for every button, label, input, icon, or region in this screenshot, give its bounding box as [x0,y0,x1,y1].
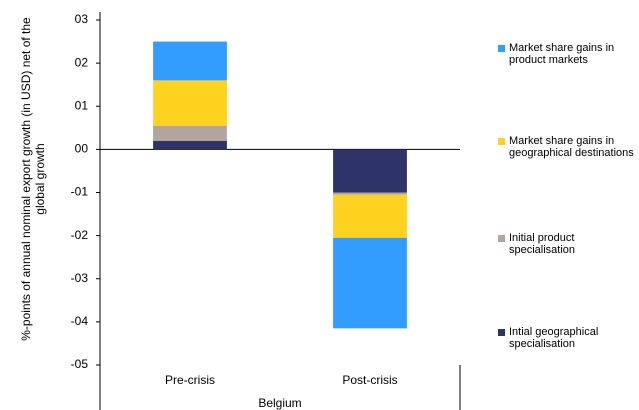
y-tick-label: -03 [71,271,89,285]
x-tick-label: Pre-crisis [165,373,215,387]
y-tick-label: 00 [75,142,89,156]
y-tick-label: -01 [71,185,89,199]
legend-item: Market share gains in geographical desti… [498,135,638,159]
bar-segment [153,41,227,81]
y-tick-label: 03 [75,12,89,26]
bar-segment [333,237,407,329]
y-tick-label: 02 [75,55,89,69]
legend-swatch [498,45,505,52]
y-tick-label: -04 [71,314,89,328]
y-tick-label: -02 [71,228,89,242]
y-tick-label: 01 [75,98,89,112]
legend-label: Market share gains in product markets [509,42,615,66]
legend-swatch [498,235,505,242]
legend-label: Market share gains in geographical desti… [509,135,634,159]
y-tick-label: -05 [71,357,89,371]
bar-segment [153,125,227,141]
legend-item: Initial product specialisation [498,232,638,256]
bar-segment [153,80,227,126]
legend-item: Intial geographical specialisation [498,326,638,350]
bar-segment [333,194,407,238]
bar-segment [333,149,407,193]
x-tick-label: Post-crisis [342,373,397,387]
legend-label: Intial geographical specialisation [509,326,599,350]
bar-segment [153,140,227,150]
legend-swatch [498,138,505,145]
bar-segment [333,192,407,195]
x-axis-title: Belgium [258,396,301,410]
y-axis-title: %-points of annual nominal export growth… [19,17,47,341]
legend-item: Market share gains in product markets [498,42,638,66]
legend-swatch [498,329,505,336]
legend-label: Initial product specialisation [509,232,576,256]
